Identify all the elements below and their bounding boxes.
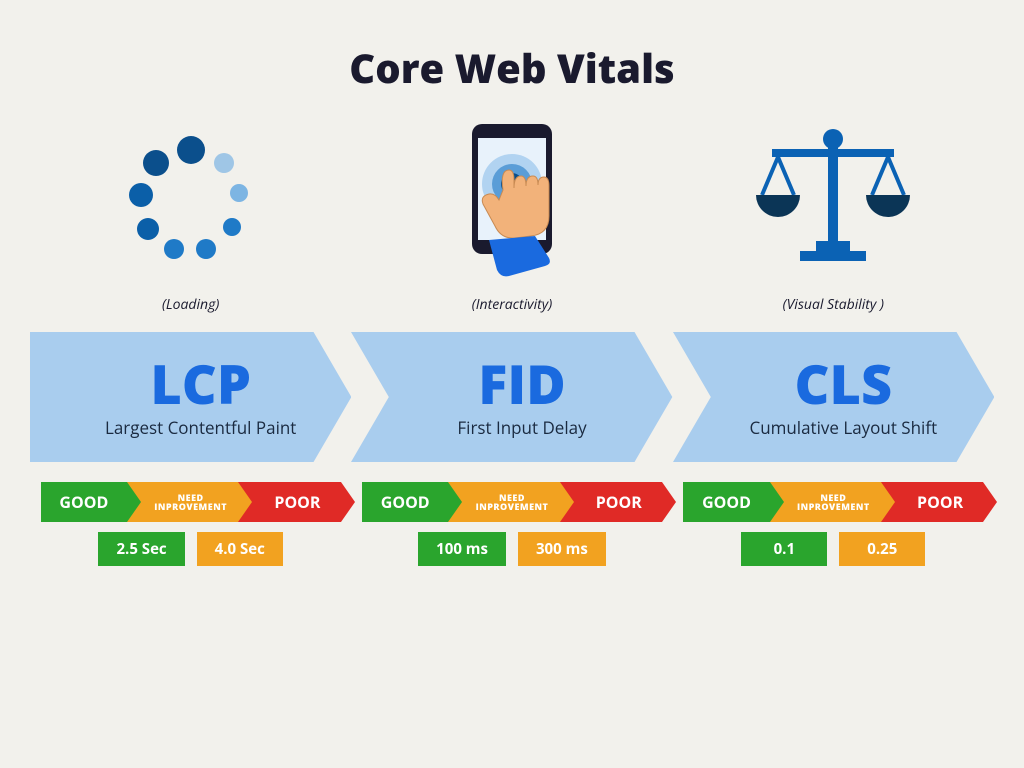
abbr-cls: CLS bbox=[795, 356, 893, 410]
good-threshold: 2.5 Sec bbox=[98, 532, 184, 566]
good-segment: GOOD bbox=[362, 482, 448, 522]
threshold-bar: GOOD NEEDINPROVEMENT POOR bbox=[41, 482, 341, 522]
full-cls: Cumulative Layout Shift bbox=[750, 416, 938, 439]
mid-segment: NEEDINPROVEMENT bbox=[127, 482, 238, 522]
arrow-cls: CLS Cumulative Layout Shift bbox=[673, 332, 994, 462]
abbr-fid: FID bbox=[478, 356, 566, 410]
good-segment: GOOD bbox=[683, 482, 769, 522]
thresholds-row: GOOD NEEDINPROVEMENT POOR 2.5 Sec 4.0 Se… bbox=[30, 482, 994, 566]
icon-cell-fid: (Interactivity) bbox=[353, 125, 671, 314]
metric-arrows-row: LCP Largest Contentful Paint FID First I… bbox=[30, 332, 994, 462]
good-threshold: 100 ms bbox=[418, 532, 506, 566]
threshold-fid: GOOD NEEDINPROVEMENT POOR 100 ms 300 ms bbox=[362, 482, 662, 566]
icon-cell-lcp: (Loading) bbox=[32, 125, 350, 314]
arrow-lcp: LCP Largest Contentful Paint bbox=[30, 332, 351, 462]
icon-cell-cls: (Visual Stability ) bbox=[674, 125, 992, 314]
loading-icon bbox=[126, 125, 256, 275]
caption-fid: (Interactivity) bbox=[472, 295, 552, 314]
caption-cls: (Visual Stability ) bbox=[783, 295, 884, 314]
tap-icon bbox=[437, 125, 587, 275]
threshold-lcp: GOOD NEEDINPROVEMENT POOR 2.5 Sec 4.0 Se… bbox=[41, 482, 341, 566]
icons-row: (Loading) (Interactivity) bbox=[30, 125, 994, 314]
poor-threshold: 4.0 Sec bbox=[197, 532, 283, 566]
poor-segment: POOR bbox=[238, 482, 340, 522]
threshold-cls: GOOD NEEDINPROVEMENT POOR 0.1 0.25 bbox=[683, 482, 983, 566]
threshold-values: 2.5 Sec 4.0 Sec bbox=[98, 532, 282, 566]
full-fid: First Input Delay bbox=[457, 416, 586, 439]
poor-threshold: 300 ms bbox=[518, 532, 606, 566]
mid-segment: NEEDINPROVEMENT bbox=[770, 482, 881, 522]
abbr-lcp: LCP bbox=[150, 356, 251, 410]
good-segment: GOOD bbox=[41, 482, 127, 522]
poor-segment: POOR bbox=[560, 482, 662, 522]
mid-segment: NEEDINPROVEMENT bbox=[448, 482, 559, 522]
arrow-fid: FID First Input Delay bbox=[351, 332, 672, 462]
poor-threshold: 0.25 bbox=[839, 532, 925, 566]
full-lcp: Largest Contentful Paint bbox=[105, 416, 296, 439]
good-threshold: 0.1 bbox=[741, 532, 827, 566]
poor-segment: POOR bbox=[881, 482, 983, 522]
threshold-values: 100 ms 300 ms bbox=[418, 532, 606, 566]
page-title: Core Web Vitals bbox=[349, 40, 674, 95]
threshold-bar: GOOD NEEDINPROVEMENT POOR bbox=[683, 482, 983, 522]
threshold-bar: GOOD NEEDINPROVEMENT POOR bbox=[362, 482, 662, 522]
caption-lcp: (Loading) bbox=[162, 295, 219, 314]
scale-icon bbox=[748, 125, 918, 275]
threshold-values: 0.1 0.25 bbox=[741, 532, 925, 566]
infographic-page: Core Web Vitals bbox=[0, 0, 1024, 768]
